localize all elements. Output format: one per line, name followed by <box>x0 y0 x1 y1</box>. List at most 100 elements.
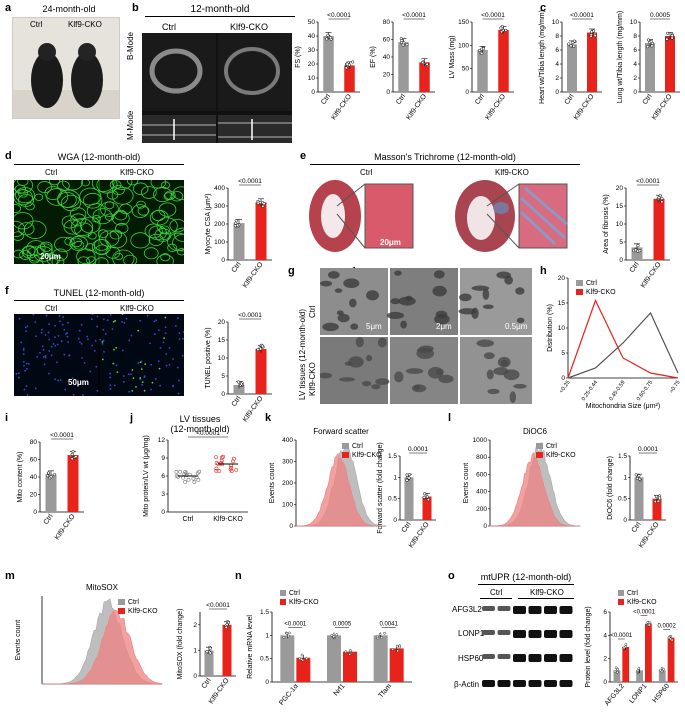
data-point <box>425 62 429 66</box>
y-tick-label: 0 <box>555 89 559 96</box>
panel-letter-h: h <box>540 265 547 277</box>
panel-f-cko-label: Klf9-CKO <box>120 304 154 313</box>
nucleus-dot <box>137 362 140 365</box>
mice-photo <box>12 17 120 119</box>
mitochondrion <box>348 356 364 368</box>
nucleus-dot <box>52 343 55 345</box>
y-tick-label: 2 <box>555 75 559 82</box>
cell-outline <box>164 190 176 200</box>
data-point <box>261 345 265 349</box>
nucleus-dot <box>128 339 131 342</box>
mitochondrion <box>349 298 357 308</box>
nucleus-dot <box>91 344 93 347</box>
data-point <box>332 635 336 638</box>
cell-outline <box>76 248 96 265</box>
data-point <box>214 461 219 465</box>
y-axis-label: Forward scatter (fold change) <box>377 442 384 533</box>
data-point <box>636 249 640 253</box>
data-point <box>650 44 654 48</box>
data-point <box>348 653 351 656</box>
nucleus-dot <box>17 372 20 375</box>
mitochondrion <box>413 384 421 391</box>
data-point <box>670 33 674 37</box>
data-point <box>648 623 651 627</box>
data-point <box>234 221 238 225</box>
blot-band <box>482 630 495 635</box>
cell-outline <box>95 244 109 256</box>
legend-swatch <box>118 608 125 614</box>
panel-a-title: 24-month-old <box>42 4 96 14</box>
y-tick-label: 800 <box>476 454 487 461</box>
y-tick-label: 80 <box>30 439 38 446</box>
nucleus-dot <box>131 389 134 392</box>
y-axis-label: Heart wt/Tibia length (mg/mm) <box>539 10 546 104</box>
data-point <box>285 631 289 635</box>
nucleus-dot <box>48 350 51 352</box>
category-label: LONP1 <box>628 683 648 705</box>
p-value: 0.0002 <box>657 624 676 630</box>
data-point <box>234 219 238 223</box>
cell-outline <box>119 203 133 215</box>
data-point <box>345 62 349 66</box>
cell-outline <box>39 241 53 252</box>
mitochondrion <box>515 287 525 295</box>
cell-outline <box>130 232 151 249</box>
bar-klf9cko <box>622 647 630 682</box>
nucleus-dot <box>132 377 135 380</box>
nucleus-dot <box>79 341 81 344</box>
data-point <box>71 450 75 454</box>
legend-label: Klf9-CKO <box>289 599 319 606</box>
data-point <box>344 62 349 66</box>
chart-j-mitoprot: 0 3 6 9 12 Mito protein/LV wt (μg/mg) Ctrl Klf9… <box>143 430 248 523</box>
data-point <box>670 34 674 38</box>
cell-outline <box>87 232 97 240</box>
histogram-ctrl <box>41 598 163 685</box>
data-point <box>658 194 662 198</box>
y-axis-label: FS (%) <box>295 46 302 68</box>
nucleus-dot <box>35 335 37 338</box>
data-point <box>405 473 409 477</box>
p-value: 0.0001 <box>408 446 428 453</box>
data-point <box>229 469 234 473</box>
y-tick-label: 400 <box>282 437 293 444</box>
nucleus-dot <box>27 362 30 365</box>
nucleus-dot <box>20 341 23 344</box>
panel-b-mmode-label: M-Mode <box>126 110 135 140</box>
data-point <box>383 631 386 635</box>
nucleus-dot <box>57 379 60 382</box>
category-label: Nrf1 <box>333 683 347 698</box>
nucleus-dot <box>176 366 179 369</box>
data-point <box>666 31 670 35</box>
category-label: Ctrl <box>231 261 243 274</box>
data-point <box>285 631 288 635</box>
blot-label-afg3l2: AFG3L2 <box>452 605 482 614</box>
data-point <box>219 455 224 460</box>
category-label: Klf9-CKO <box>638 521 661 550</box>
data-point <box>658 497 662 502</box>
data-point <box>344 66 348 70</box>
nucleus-dot <box>103 350 105 353</box>
data-point <box>670 36 674 40</box>
mitochondrion <box>435 310 448 319</box>
nucleus-dot <box>34 321 37 324</box>
data-point <box>333 636 336 640</box>
nucleus-dot <box>164 316 167 319</box>
mitochondrion <box>375 378 390 386</box>
y-tick-label: 400 <box>214 185 225 192</box>
nucleus-dot <box>83 361 86 364</box>
cell-outline <box>148 225 167 241</box>
mouse-ctrl-head <box>38 43 56 61</box>
y-tick-label: 0 <box>465 89 469 96</box>
data-point <box>659 669 662 672</box>
data-point <box>327 34 331 38</box>
cell-outline <box>54 236 73 252</box>
cell-outline <box>44 186 62 201</box>
nucleus-dot <box>131 369 134 371</box>
cell-outline <box>91 239 111 255</box>
data-point <box>326 34 331 38</box>
panel-letter-e: e <box>300 150 307 162</box>
nucleus-dot <box>56 343 59 346</box>
panel-d-scale: 20μm <box>40 252 61 261</box>
bar-ctrl <box>634 477 644 520</box>
data-point <box>646 621 650 624</box>
